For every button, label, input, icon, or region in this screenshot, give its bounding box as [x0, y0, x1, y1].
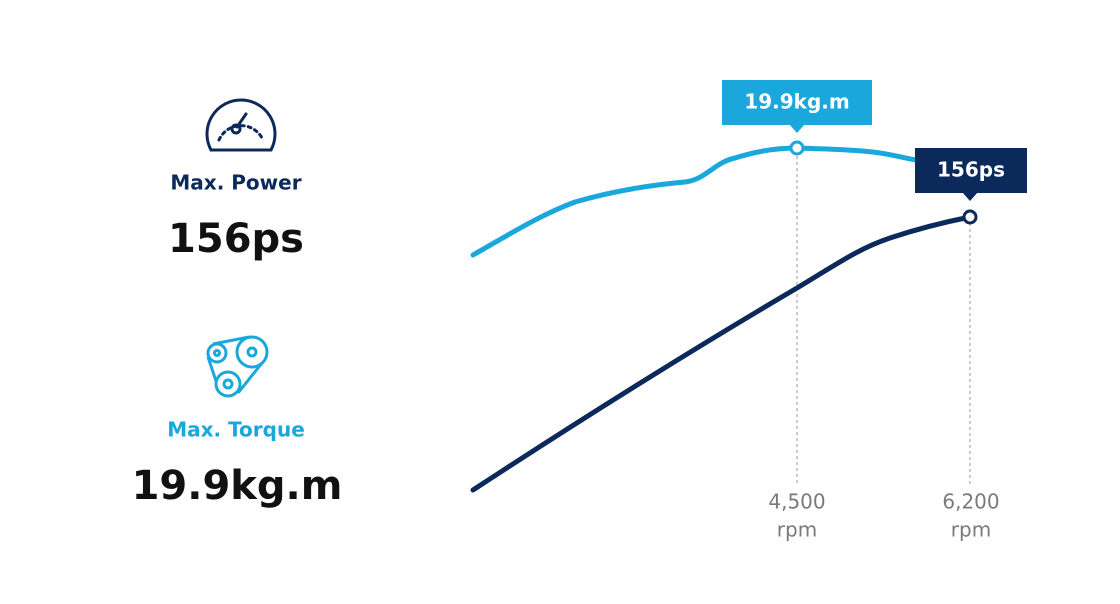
callout: 19.9kg.m	[722, 80, 872, 133]
torque-curve	[470, 145, 933, 258]
spec-value: 156ps	[168, 216, 304, 262]
rpm-unit: rpm	[951, 518, 991, 542]
rpm-value: 4,500	[768, 490, 825, 514]
torque-icon	[206, 335, 269, 398]
spec-label: Max. Torque	[167, 418, 305, 442]
callout-text: 156ps	[937, 158, 1005, 182]
callout: 156ps	[915, 148, 1027, 201]
rpm-unit: rpm	[777, 518, 817, 542]
spec-value: 19.9kg.m	[132, 463, 343, 509]
power-curve	[470, 214, 973, 493]
peak-marker	[962, 209, 978, 225]
peak-marker	[789, 140, 805, 156]
rpm-value: 6,200	[942, 490, 999, 514]
power-icon	[205, 98, 277, 152]
spec-label: Max. Power	[170, 171, 301, 195]
callout-text: 19.9kg.m	[744, 90, 849, 114]
